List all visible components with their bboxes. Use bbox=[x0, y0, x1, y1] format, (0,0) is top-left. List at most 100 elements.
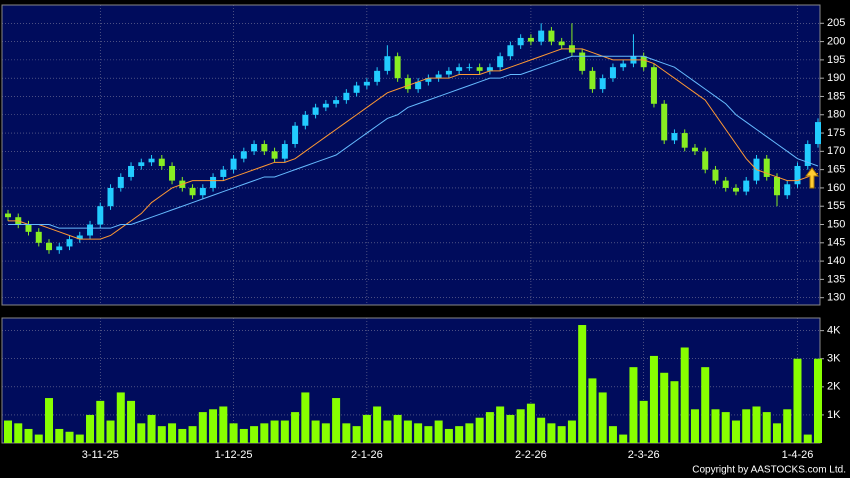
y-tick-label: 175 bbox=[827, 127, 845, 139]
volume-bar bbox=[260, 423, 269, 443]
volume-bar bbox=[14, 423, 23, 443]
candle-body bbox=[261, 144, 268, 152]
volume-bar bbox=[711, 409, 720, 443]
y-tick-label: 130 bbox=[827, 292, 845, 304]
candle-body bbox=[56, 246, 63, 251]
candle-body bbox=[363, 81, 370, 86]
volume-bar bbox=[598, 392, 607, 443]
candle-body bbox=[773, 176, 780, 196]
y-tick-label: 140 bbox=[827, 255, 845, 267]
volume-bar bbox=[342, 423, 351, 443]
candle-body bbox=[691, 147, 698, 152]
candle-body bbox=[435, 74, 442, 79]
volume-bar bbox=[168, 423, 177, 443]
candle-body bbox=[35, 231, 42, 243]
y-tick-label: 205 bbox=[827, 17, 845, 29]
candle-body bbox=[650, 67, 657, 104]
volume-bar bbox=[270, 420, 279, 443]
volume-bar bbox=[629, 367, 638, 443]
candle-body bbox=[763, 158, 770, 177]
candle-body bbox=[661, 103, 668, 141]
candle-body bbox=[784, 184, 791, 196]
volume-bar bbox=[24, 428, 33, 443]
volume-bar bbox=[178, 428, 187, 443]
x-tick-label: 2-1-26 bbox=[351, 449, 383, 461]
candle-body bbox=[66, 239, 73, 247]
volume-bar bbox=[557, 426, 566, 443]
y-tick-label: 4K bbox=[827, 325, 841, 337]
volume-bar bbox=[496, 406, 505, 443]
candle-body bbox=[158, 158, 165, 166]
candle-body bbox=[230, 158, 237, 170]
volume-bar bbox=[86, 414, 95, 443]
volume-bar bbox=[157, 426, 166, 443]
volume-bar bbox=[393, 414, 402, 443]
volume-bar bbox=[301, 392, 310, 443]
candle-body bbox=[579, 52, 586, 71]
candle-body bbox=[251, 144, 258, 152]
candle-body bbox=[732, 187, 739, 192]
candle-body bbox=[445, 70, 452, 75]
volume-bar bbox=[588, 378, 597, 443]
volume-bar bbox=[762, 412, 771, 443]
candle-body bbox=[343, 92, 350, 101]
volume-bar bbox=[209, 409, 218, 443]
volume-bar bbox=[465, 423, 474, 443]
volume-bar bbox=[455, 426, 464, 443]
candle-body bbox=[548, 30, 555, 42]
candle-body bbox=[210, 176, 217, 188]
volume-bar bbox=[506, 414, 515, 443]
volume-bar bbox=[352, 426, 361, 443]
volume-bar bbox=[537, 417, 546, 443]
candle-body bbox=[640, 56, 647, 68]
candle-body bbox=[702, 151, 709, 170]
candle-body bbox=[271, 151, 278, 159]
volume-bar bbox=[731, 420, 740, 443]
volume-bar bbox=[475, 417, 484, 443]
candle-body bbox=[169, 165, 176, 181]
candle-body bbox=[712, 169, 719, 181]
moving-average-line bbox=[8, 48, 819, 240]
volume-bar bbox=[383, 420, 392, 443]
volume-bar bbox=[660, 372, 669, 443]
moving-average-line bbox=[8, 55, 819, 229]
volume-bar bbox=[783, 409, 792, 443]
volume-bar bbox=[321, 423, 330, 443]
candle-body bbox=[374, 70, 381, 82]
volume-bar bbox=[280, 420, 289, 443]
candle-body bbox=[456, 67, 463, 71]
volume-bar bbox=[137, 423, 146, 443]
y-tick-label: 145 bbox=[827, 237, 845, 249]
volume-bar bbox=[55, 428, 64, 443]
volume-bar bbox=[188, 426, 197, 443]
candle-body bbox=[189, 187, 196, 196]
candle-body bbox=[538, 30, 545, 42]
volume-bar bbox=[680, 347, 689, 443]
y-tick-label: 200 bbox=[827, 35, 845, 47]
volume-bar bbox=[434, 420, 443, 443]
candle-body bbox=[128, 165, 135, 177]
volume-bar bbox=[803, 434, 812, 443]
volume-bar bbox=[742, 409, 751, 443]
y-tick-label: 165 bbox=[827, 164, 845, 176]
volume-bar bbox=[4, 420, 12, 443]
x-tick-label: 1-4-26 bbox=[782, 449, 814, 461]
volume-bar bbox=[670, 381, 679, 443]
y-tick-label: 1K bbox=[827, 409, 841, 421]
candle-body bbox=[384, 56, 391, 71]
volume-bar bbox=[444, 428, 453, 443]
volume-bar bbox=[485, 412, 494, 443]
volume-bar bbox=[649, 355, 658, 443]
candle-body bbox=[681, 133, 688, 148]
candle-body bbox=[302, 114, 309, 126]
candle-body bbox=[138, 162, 145, 166]
volume-bar bbox=[116, 392, 125, 443]
candle-body bbox=[333, 100, 340, 104]
arrow-icon bbox=[805, 167, 819, 189]
volume-bar bbox=[373, 406, 382, 443]
volume-bar bbox=[45, 398, 54, 443]
volume-bar bbox=[106, 420, 115, 443]
candle-body bbox=[486, 67, 493, 71]
volume-bar bbox=[701, 367, 710, 443]
